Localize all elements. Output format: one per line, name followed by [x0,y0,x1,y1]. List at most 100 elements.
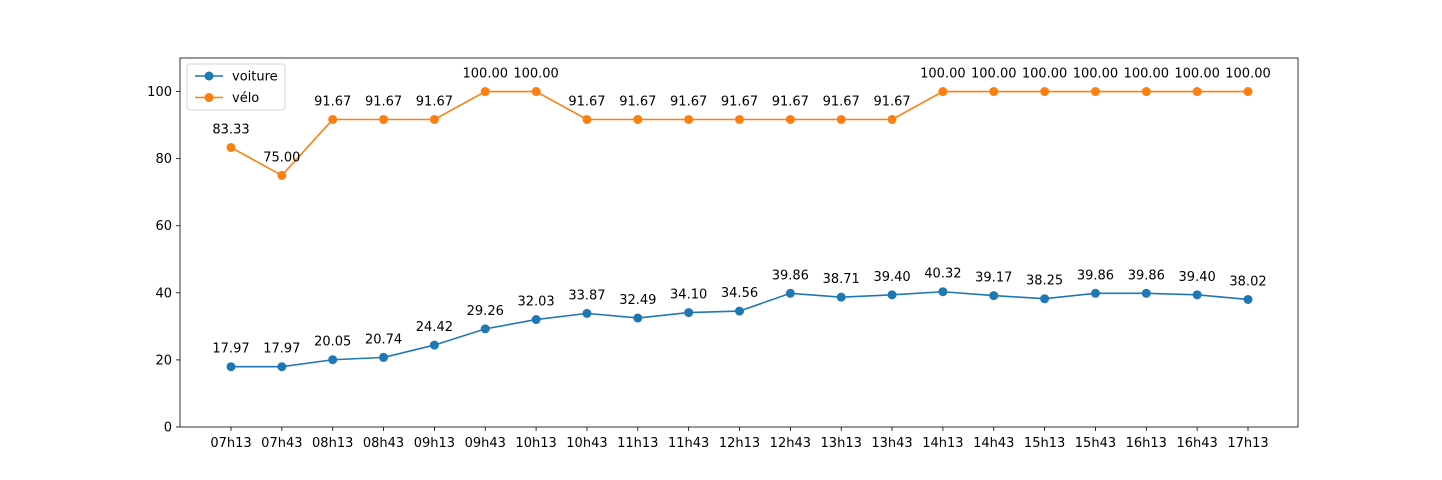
data-point [836,114,846,124]
data-point [379,352,389,362]
data-label: 91.67 [568,94,605,109]
data-label: 100.00 [513,67,559,82]
data-label: 39.86 [772,268,809,283]
data-point [735,114,744,124]
data-label: 91.67 [416,94,453,109]
data-point [836,292,846,302]
data-label: 32.49 [619,293,656,308]
data-point [328,114,338,124]
data-point [1090,288,1100,298]
data-label: 38.71 [823,272,860,287]
data-point [328,355,338,365]
data-label: 83.33 [212,122,249,137]
data-point [582,114,592,124]
x-tick-label: 10h43 [566,436,607,451]
data-point [887,114,897,124]
legend-label: voiture [232,70,278,85]
data-label: 33.87 [568,288,605,303]
legend-marker [204,93,214,102]
data-label: 40.32 [924,267,961,282]
data-label: 91.67 [619,94,656,109]
data-label: 91.67 [772,94,809,109]
data-label: 100.00 [971,67,1017,82]
data-point [531,87,541,97]
x-axis: 07h13 07h43 08h13 08h43 09h13 09h43 10h13 10h43… [210,427,1269,451]
x-tick-label: 12h13 [719,436,760,451]
data-point [633,313,643,323]
x-tick-label: 17h13 [1227,436,1268,451]
data-point [1090,87,1100,97]
data-label: 38.02 [1229,274,1266,289]
data-label: 75.00 [263,150,300,165]
x-tick-label: 10h13 [515,436,556,451]
series-voiture: 17.97 17.97 20.05 20.74 24.42 29.26 32.03 33.87… [212,267,1267,372]
data-label: 20.74 [365,332,402,347]
data-point [480,87,490,97]
data-label: 20.05 [314,335,351,350]
data-point [277,362,287,372]
data-label: 100.00 [1073,67,1119,82]
data-label: 34.10 [670,288,707,303]
data-label: 91.67 [314,94,351,109]
x-tick-label: 15h13 [1024,436,1065,451]
x-tick-label: 13h43 [871,436,912,451]
data-point [1040,87,1050,97]
data-label: 38.25 [1026,274,1063,289]
data-point [887,290,897,300]
y-tick-label: 20 [155,353,172,368]
x-tick-label: 14h13 [922,436,963,451]
data-label: 39.17 [975,271,1012,286]
y-tick-label: 80 [155,152,172,167]
x-tick-label: 16h43 [1176,436,1217,451]
data-point [379,114,389,124]
data-point [226,142,236,152]
series-vélo: 83.33 75.00 91.67 91.67 91.67 100.00 100.00 91.… [212,67,1271,180]
data-point [684,114,694,124]
data-label: 91.67 [721,94,758,109]
data-label: 91.67 [873,94,910,109]
x-tick-label: 11h13 [617,436,658,451]
data-label: 29.26 [467,304,504,319]
plot-frame [179,57,1299,428]
data-label: 91.67 [365,94,402,109]
data-point [989,291,999,301]
data-label: 91.67 [823,94,860,109]
data-point [480,324,490,334]
x-tick-label: 08h43 [363,436,404,451]
data-point [582,308,592,318]
x-tick-label: 12h43 [770,436,811,451]
data-label: 39.40 [873,270,910,285]
data-point [429,114,439,124]
data-point [1141,288,1151,298]
legend: voiture vélo [186,63,286,111]
data-point [1141,87,1151,97]
data-point [938,87,948,97]
y-tick-label: 40 [155,286,172,301]
legend-label: vélo [232,91,259,106]
legend-marker [204,71,214,81]
data-point [785,114,795,124]
data-point [1192,87,1202,97]
data-point [531,315,541,325]
data-label: 100.00 [1022,67,1068,82]
data-point [785,288,795,298]
data-point [735,306,744,316]
data-label: 91.67 [670,94,707,109]
x-tick-label: 08h13 [312,436,353,451]
data-label: 39.86 [1077,268,1114,283]
data-label: 100.00 [463,67,509,82]
x-tick-label: 07h43 [261,436,302,451]
data-label: 100.00 [1174,67,1220,82]
y-tick-label: 100 [147,85,172,100]
series-layer: 17.97 17.97 20.05 20.74 24.42 29.26 32.03 33.87… [212,67,1271,372]
data-point [938,287,948,297]
x-tick-label: 13h13 [821,436,862,451]
x-tick-label: 14h43 [973,436,1014,451]
data-point [1243,294,1253,304]
x-tick-label: 11h43 [668,436,709,451]
data-label: 100.00 [1124,67,1170,82]
x-tick-label: 16h13 [1126,436,1167,451]
y-axis: 0 20 40 60 80 100 [147,85,180,436]
data-point [1192,290,1202,300]
data-label: 39.40 [1179,270,1216,285]
